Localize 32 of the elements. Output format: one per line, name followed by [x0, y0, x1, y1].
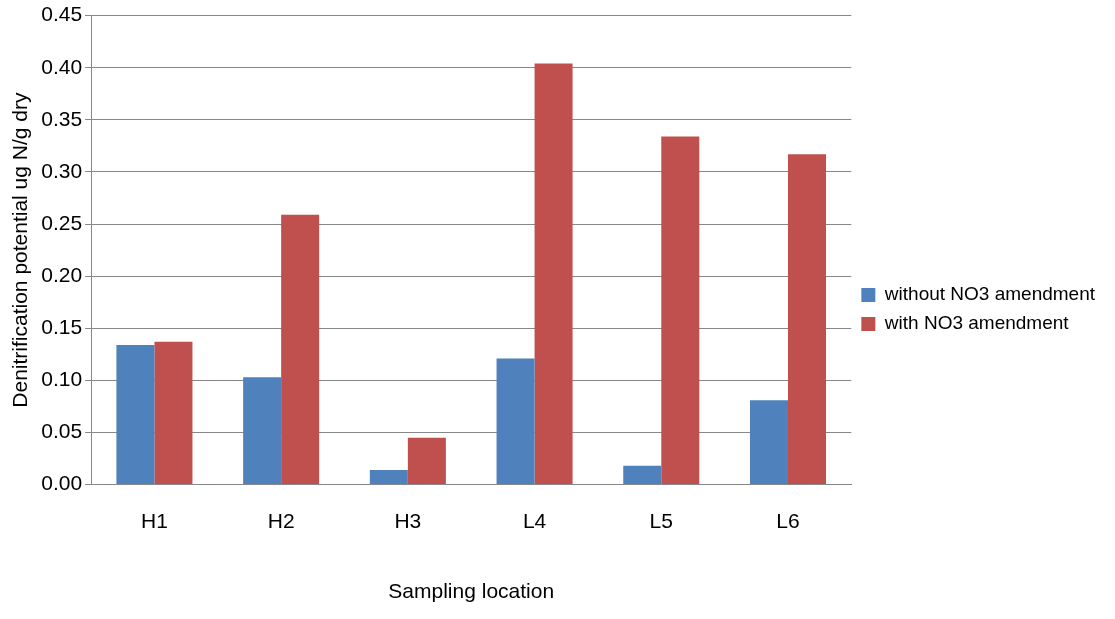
y-tick-label: 0.40: [41, 54, 83, 78]
x-tick-label: H1: [141, 509, 168, 532]
y-tick-label: 0.20: [41, 262, 83, 286]
bar: [116, 344, 155, 485]
y-tick-label: 0.15: [41, 315, 83, 339]
x-tick-label: H2: [267, 509, 295, 532]
x-axis-title: Sampling location: [388, 579, 555, 603]
bar: [369, 470, 408, 485]
y-tick-label: 0.05: [41, 419, 83, 443]
legend-label: with NO3 amendment: [883, 312, 1070, 334]
bar: [496, 358, 535, 485]
y-tick-label: 0.30: [41, 158, 83, 182]
x-tick-label: L4: [522, 509, 547, 532]
bar: [407, 437, 446, 485]
y-tick-label: 0.35: [41, 106, 83, 130]
x-tick-label: L5: [649, 509, 673, 532]
y-tick-label: 0.25: [41, 210, 83, 234]
bar: [534, 63, 573, 485]
legend-label: without NO3 amendment: [883, 283, 1096, 305]
y-tick-label: 0.45: [41, 2, 83, 26]
bar: [281, 214, 320, 485]
bar: [243, 377, 282, 485]
y-tick-label: 0.00: [41, 471, 83, 495]
bar: [749, 400, 788, 485]
bar: [787, 154, 826, 485]
x-tick-label: H3: [394, 509, 422, 532]
y-tick-label: 0.10: [41, 367, 83, 391]
y-axis-title: Denitrification potential ug N/g dry: [8, 92, 32, 408]
bar: [623, 465, 662, 485]
x-tick-label: L6: [776, 509, 800, 532]
bar: [661, 136, 700, 485]
bar: [154, 341, 193, 485]
